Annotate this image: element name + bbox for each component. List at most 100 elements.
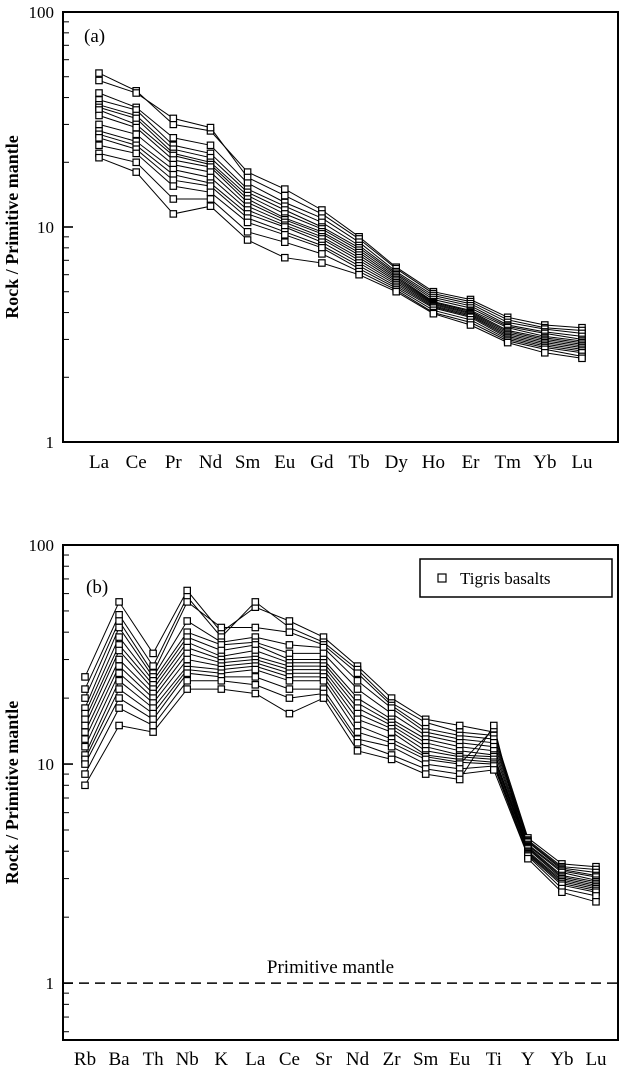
data-point-marker xyxy=(115,721,123,730)
y-axis-title: Rock / Primitive mantle xyxy=(2,701,22,884)
data-point-marker xyxy=(319,677,328,685)
x-element-label: Th xyxy=(143,1049,165,1070)
reference-line-label: Primitive mantle xyxy=(267,957,394,978)
data-point-marker xyxy=(149,662,157,670)
data-point-marker xyxy=(132,89,141,97)
sample-series-line xyxy=(98,80,583,331)
sample-series-line xyxy=(98,99,583,337)
x-element-label: La xyxy=(89,452,110,473)
x-element-label: Yb xyxy=(550,1049,573,1070)
sample-series-line xyxy=(84,680,597,897)
data-point-marker xyxy=(149,721,157,730)
x-element-label: Y xyxy=(521,1049,535,1070)
data-point-marker xyxy=(115,646,123,655)
data-point-marker xyxy=(285,685,294,693)
data-point-marker xyxy=(353,747,362,755)
sample-series-line xyxy=(98,137,583,352)
data-point-marker xyxy=(95,89,103,97)
x-element-label: Dy xyxy=(385,452,409,473)
x-element-label: Tb xyxy=(349,452,370,473)
x-element-label: Ba xyxy=(109,1049,131,1070)
data-point-marker xyxy=(318,259,326,267)
sample-series-line xyxy=(98,152,583,357)
data-point-marker xyxy=(421,718,430,727)
data-point-marker xyxy=(183,655,192,664)
data-point-marker xyxy=(183,586,192,595)
data-point-marker xyxy=(81,735,89,743)
data-point-marker xyxy=(319,694,328,702)
y-tick-label: 10 xyxy=(37,755,54,774)
data-point-marker xyxy=(115,610,123,619)
data-point-marker xyxy=(183,617,192,625)
data-point-marker xyxy=(524,854,532,863)
data-point-marker xyxy=(115,669,123,678)
sample-series-line xyxy=(98,72,583,329)
data-point-marker xyxy=(251,681,260,689)
data-point-marker xyxy=(285,694,294,702)
data-point-marker xyxy=(285,641,294,649)
data-point-marker xyxy=(169,134,178,142)
x-element-label: Sm xyxy=(413,1049,439,1070)
sample-series-line xyxy=(84,652,597,886)
x-element-label: Rb xyxy=(74,1049,96,1070)
x-element-label: Gd xyxy=(310,452,334,473)
data-point-marker xyxy=(455,775,464,784)
sample-series-line xyxy=(98,109,583,344)
data-point-marker xyxy=(115,694,123,702)
sample-series-line xyxy=(98,130,583,348)
x-element-label: Lu xyxy=(585,1049,607,1070)
data-point-marker xyxy=(115,704,123,712)
data-point-marker xyxy=(392,287,401,296)
data-point-marker xyxy=(353,685,362,693)
sample-series-line xyxy=(84,658,597,888)
data-point-marker xyxy=(183,685,192,693)
y-tick-label: 100 xyxy=(29,536,55,555)
data-point-marker xyxy=(318,244,326,252)
data-point-marker xyxy=(455,721,464,730)
data-point-marker xyxy=(132,130,141,139)
data-point-marker xyxy=(217,677,226,685)
data-point-marker xyxy=(115,662,123,670)
data-point-marker xyxy=(115,685,123,693)
data-point-marker xyxy=(558,888,566,897)
sample-series-line xyxy=(98,104,583,340)
x-element-label: K xyxy=(214,1049,228,1070)
data-point-marker xyxy=(81,781,89,790)
data-point-marker xyxy=(503,338,512,347)
data-point-marker xyxy=(206,182,215,190)
data-point-marker xyxy=(540,349,549,357)
data-point-marker xyxy=(183,669,192,678)
data-point-marker xyxy=(285,709,294,718)
data-point-marker xyxy=(355,270,363,279)
x-element-label: Ce xyxy=(279,1049,300,1070)
data-point-marker xyxy=(81,721,89,730)
x-element-label: Nd xyxy=(346,1049,370,1070)
data-point-marker xyxy=(421,770,430,778)
sample-series-line xyxy=(98,92,583,334)
data-point-marker xyxy=(95,76,103,85)
data-point-marker xyxy=(132,168,141,176)
legend-label: Tigris basalts xyxy=(460,569,551,588)
chart-panel-b: 1 10 100 Primitive mantle Rb Ba Th Nb K La Ce Sr Nd Z… xyxy=(2,536,619,1070)
x-element-label: Nb xyxy=(176,1049,199,1070)
data-point-marker xyxy=(466,321,475,329)
x-element-label: Pr xyxy=(165,452,183,473)
x-element-label: Yb xyxy=(533,452,556,473)
data-point-marker xyxy=(281,231,289,239)
data-point-marker xyxy=(251,673,260,681)
data-point-marker xyxy=(95,141,103,150)
plot-frame xyxy=(62,544,619,1041)
sample-series-line xyxy=(84,665,597,890)
data-point-marker xyxy=(281,253,289,262)
data-point-marker xyxy=(387,728,396,736)
data-point-marker xyxy=(206,123,215,132)
data-point-marker xyxy=(183,677,192,685)
data-point-marker xyxy=(149,649,157,658)
data-point-marker xyxy=(115,623,123,632)
sample-series-line xyxy=(98,157,583,359)
data-point-marker xyxy=(353,715,362,724)
chart-panel-a: 1 10 100 La Ce Pr Nd Sm Eu Gd Tb Dy Ho Er Tm Yb Lu (a) Roc… xyxy=(2,3,619,473)
data-point-marker xyxy=(592,898,600,906)
data-point-marker xyxy=(81,673,89,681)
